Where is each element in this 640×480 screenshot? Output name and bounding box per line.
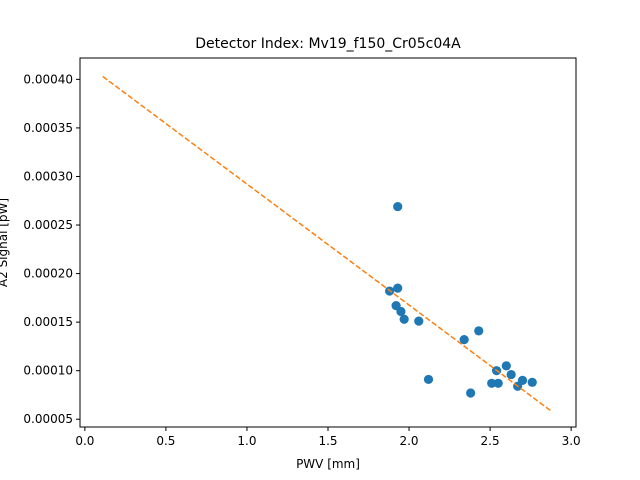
y-tick-label: 0.00005 [23,412,73,426]
x-tick-label: 0.5 [156,434,175,448]
data-point [393,283,403,293]
data-point [393,201,403,212]
y-tick-label: 0.00035 [23,121,73,135]
data-point [506,369,516,380]
data-point [501,361,511,371]
data-point [399,314,409,324]
plot-area [102,75,553,413]
fit-line [102,75,553,413]
y-tick-label: 0.00015 [23,315,73,329]
y-tick-label: 0.00020 [23,267,73,281]
x-tick-label: 1.0 [237,434,256,448]
data-point [459,335,469,345]
data-point [474,326,484,336]
data-point [466,388,476,398]
y-tick-label: 0.00040 [23,72,73,86]
data-point [414,316,424,326]
data-point [493,378,503,388]
x-tick-label: 2.0 [399,434,418,448]
data-point [517,375,528,385]
y-axis-label: A2 Signal [pW] [0,198,10,287]
x-tick-label: 0.0 [75,434,94,448]
y-tick-label: 0.00010 [23,364,73,378]
data-point [487,378,497,388]
x-tick-label: 3.0 [562,434,581,448]
x-tick-label: 1.5 [318,434,337,448]
y-tick-label: 0.00030 [23,169,73,183]
y-tick-label: 0.00025 [23,218,73,232]
data-point [527,377,537,387]
data-point [396,306,406,317]
x-axis-label: PWV [mm] [296,457,360,471]
data-point [423,374,434,385]
chart-title: Detector Index: Mv19_f150_Cr05c04A [195,36,461,52]
x-tick-label: 2.5 [481,434,500,448]
